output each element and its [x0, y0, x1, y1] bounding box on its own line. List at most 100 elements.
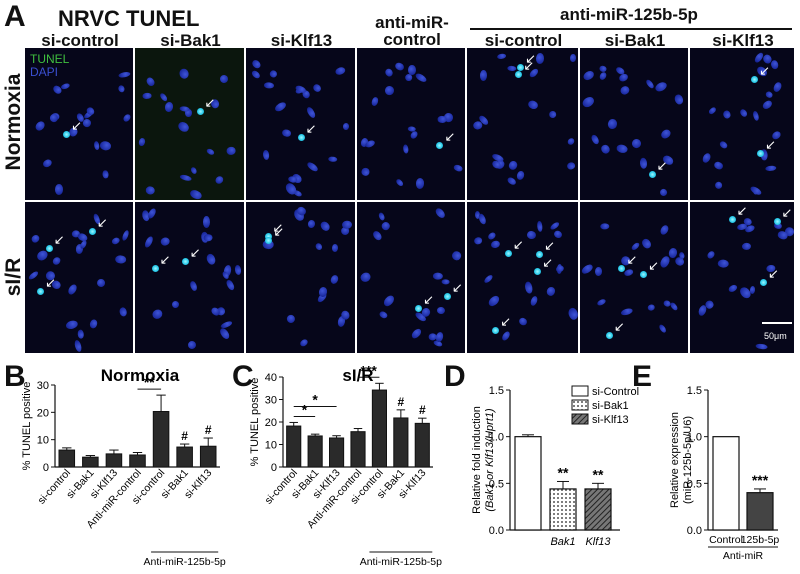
dapi-nucleus — [772, 80, 783, 94]
legend-tunel: TUNEL — [30, 52, 70, 66]
arrow-icon: ↙ — [781, 204, 793, 220]
dapi-nucleus — [88, 318, 99, 329]
chart-d-bar — [514, 436, 542, 531]
dapi-nucleus — [118, 70, 131, 79]
tunel-positive-nucleus — [264, 233, 272, 241]
dapi-nucleus — [620, 306, 634, 316]
micrograph-r0-c6: ↙ ↙ — [690, 48, 794, 200]
chart-d-significance: ** — [593, 466, 604, 482]
dapi-nucleus — [496, 53, 507, 60]
tunel-positive-nucleus — [265, 236, 273, 244]
dapi-nucleus — [171, 301, 180, 309]
dapi-nucleus — [472, 120, 483, 130]
row-label-sir: sI/R — [2, 257, 25, 297]
arrow-icon: ↙ — [544, 238, 555, 254]
micrograph-r0-c1: ↙ — [135, 48, 244, 200]
tunel-positive-nucleus — [88, 228, 96, 236]
dapi-nucleus — [581, 94, 596, 109]
chart-b-bar — [58, 449, 76, 468]
dapi-nucleus — [756, 343, 769, 351]
column-label-0: si-control — [41, 31, 119, 50]
dapi-nucleus — [342, 122, 350, 131]
dapi-nucleus — [490, 239, 501, 249]
dapi-nucleus — [506, 66, 517, 73]
scale-bar — [762, 322, 792, 324]
column-label-2: si-Klf13 — [270, 31, 333, 50]
dapi-nucleus — [647, 303, 656, 312]
tunel-positive-nucleus — [534, 268, 542, 276]
arrow-icon: ↙ — [423, 291, 434, 307]
chart-e-ytick-label: 1.0 — [687, 432, 702, 444]
arrow-icon: ↙ — [204, 94, 216, 110]
chart-b-xtick-label: si-control — [36, 467, 73, 507]
arrow-icon: ↙ — [273, 223, 285, 239]
tunel-positive-nucleus — [504, 250, 512, 258]
dapi-nucleus — [203, 234, 213, 242]
dapi-nucleus — [380, 220, 392, 232]
dapi-nucleus — [565, 161, 576, 171]
chart-d-ytick-label: 1.5 — [489, 385, 504, 397]
arrow-icon: ↙ — [759, 63, 771, 79]
dapi-nucleus — [749, 286, 756, 295]
chart-e-bar — [746, 492, 774, 531]
chart-d-bar — [584, 488, 612, 531]
chart-c-bar — [393, 417, 409, 468]
dapi-nucleus — [342, 220, 353, 230]
dapi-nucleus — [526, 230, 537, 240]
micrograph-r1-c4: ↙ ↙ ↙ ↙ — [467, 202, 578, 353]
dapi-nucleus — [658, 187, 668, 198]
dapi-nucleus — [163, 100, 174, 113]
dapi-nucleus — [600, 223, 610, 230]
dapi-nucleus — [143, 235, 155, 249]
dapi-nucleus — [138, 137, 146, 147]
chart-d-bar — [549, 488, 577, 531]
dapi-nucleus — [250, 59, 262, 71]
dapi-nucleus — [589, 134, 600, 146]
dapi-nucleus — [500, 330, 511, 343]
dapi-nucleus — [50, 255, 62, 267]
dapi-nucleus — [566, 136, 576, 147]
arrow-icon: ↙ — [500, 313, 512, 329]
arrow-icon: ↙ — [305, 121, 317, 137]
dapi-nucleus — [307, 219, 316, 229]
micrograph-r1-c6: ↙ ↙ ↙ — [690, 202, 794, 353]
dapi-nucleus — [668, 301, 679, 312]
chart-b-ytick-label: 30 — [37, 380, 49, 392]
dapi-nucleus — [580, 263, 595, 276]
chart-d-legend-swatch — [571, 399, 589, 411]
tunel-positive-nucleus — [517, 63, 525, 71]
chart-b-significance: # — [205, 423, 212, 437]
dapi-nucleus — [281, 128, 292, 138]
dapi-nucleus — [596, 297, 607, 307]
dapi-nucleus — [361, 168, 370, 177]
dapi-nucleus — [717, 258, 730, 268]
dapi-nucleus — [598, 71, 608, 82]
chart-c-bar — [307, 435, 323, 468]
dapi-nucleus — [188, 188, 203, 200]
dapi-nucleus — [331, 244, 339, 253]
dapi-nucleus — [263, 81, 275, 88]
chart-c-bar — [286, 425, 302, 468]
dapi-nucleus — [116, 84, 126, 94]
dapi-nucleus — [598, 64, 607, 73]
column-label-1: si-Bak1 — [160, 31, 221, 50]
dapi-nucleus — [486, 293, 501, 308]
dapi-nucleus — [225, 145, 236, 155]
dapi-nucleus — [434, 207, 447, 220]
tunel-positive-nucleus — [728, 216, 736, 224]
chart-d-xtick-label: Bak1 — [550, 536, 575, 548]
chart-d-significance: ** — [558, 464, 569, 480]
dapi-nucleus — [569, 53, 576, 63]
arrow-icon: ↙ — [613, 319, 625, 335]
dapi-nucleus — [657, 323, 668, 334]
dapi-nucleus — [285, 313, 297, 325]
panel-d-label: D — [444, 360, 466, 393]
chart-b-significance: ** — [144, 374, 155, 390]
dapi-nucleus — [41, 157, 53, 169]
dapi-nucleus — [159, 92, 169, 103]
arrow-icon: ↙ — [53, 232, 65, 248]
chart-c-ytick-label: 0 — [271, 462, 277, 474]
dapi-nucleus — [298, 338, 309, 348]
dapi-nucleus — [630, 137, 643, 150]
tunel-positive-nucleus — [492, 326, 500, 334]
